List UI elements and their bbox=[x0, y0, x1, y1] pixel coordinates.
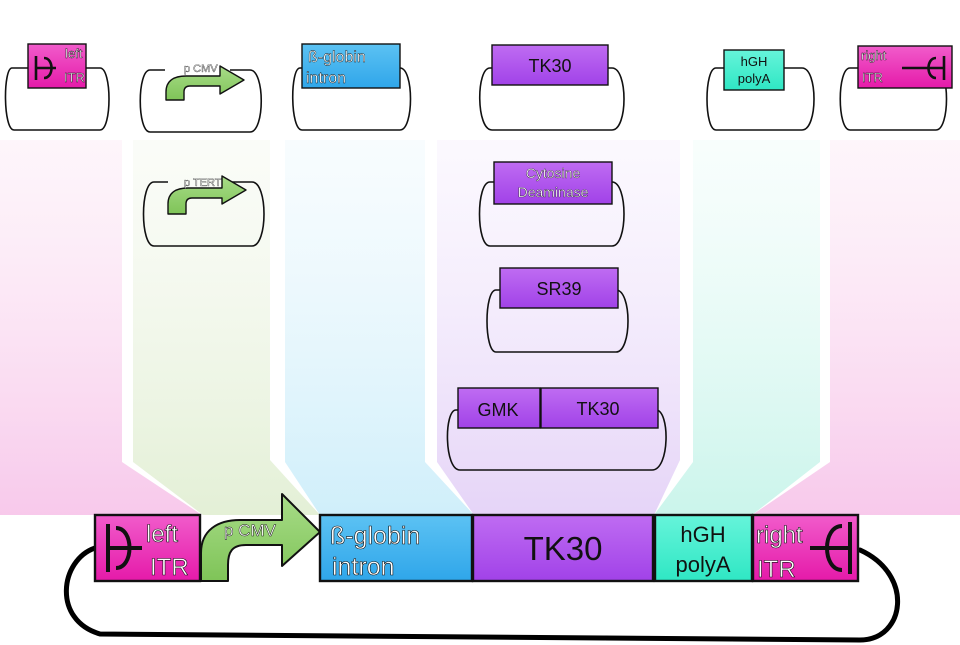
band-promoter bbox=[133, 140, 320, 515]
top-polya-label-2: polyA bbox=[738, 71, 771, 86]
background-bands bbox=[0, 140, 960, 515]
itr-hairpin-icon bbox=[902, 56, 946, 80]
construct-tk30-label: TK30 bbox=[524, 530, 603, 567]
top-tk30-label: TK30 bbox=[528, 56, 571, 76]
construct-backbone-loop bbox=[63, 545, 900, 643]
construct-polya-label-2: polyA bbox=[675, 552, 730, 577]
band-polya bbox=[654, 140, 820, 515]
construct-intron[interactable]: ß-globin intron bbox=[318, 513, 474, 583]
backbone-loop bbox=[478, 181, 625, 247]
backbone-loop bbox=[486, 289, 629, 353]
gmk-block bbox=[457, 387, 541, 429]
promoter-arrow-icon bbox=[167, 175, 247, 215]
alt-gmk-label: GMK bbox=[477, 400, 518, 420]
final-construct[interactable]: left ITR p CMV ß-globin intron TK30 hGH … bbox=[63, 493, 900, 643]
backbone-loop bbox=[706, 67, 815, 131]
alt-cytosine-deaminase-part[interactable]: Cytosine Deaminase bbox=[478, 161, 625, 247]
top-right-itr-label-2: ITR bbox=[862, 70, 883, 85]
alt-cd-label-1: Cytosine bbox=[526, 165, 581, 181]
itr-hairpin-icon bbox=[34, 56, 56, 80]
top-polya-block bbox=[723, 49, 785, 91]
construct-left-itr[interactable]: left ITR bbox=[93, 513, 202, 583]
construct-right-itr[interactable]: right ITR bbox=[751, 513, 860, 583]
left-itr-block bbox=[27, 43, 87, 89]
itr-hairpin-icon bbox=[810, 522, 852, 574]
construct-intron-label-2: intron bbox=[332, 553, 395, 581]
construct-left-itr-label-1: left bbox=[146, 521, 178, 548]
construct-left-itr-label-2: ITR bbox=[150, 554, 189, 581]
top-intron-block bbox=[301, 43, 401, 89]
band-left-itr bbox=[0, 140, 202, 515]
backbone-loop bbox=[4, 67, 110, 131]
alt-sr39-label: SR39 bbox=[536, 279, 581, 299]
top-right-itr-label-1: right bbox=[861, 48, 887, 63]
alt-gmk-tk30-part[interactable]: GMK TK30 bbox=[446, 387, 667, 471]
top-right-itr-part[interactable]: right ITR bbox=[839, 45, 953, 131]
top-intron-label-2: intron bbox=[306, 70, 346, 87]
construct-cmv-promoter[interactable]: p CMV bbox=[200, 493, 321, 582]
sr39-block bbox=[499, 267, 619, 309]
construct-right-itr-label-2: ITR bbox=[757, 556, 796, 583]
alt-tert-label: p TERT bbox=[184, 177, 222, 189]
alt-sr39-part[interactable]: SR39 bbox=[486, 267, 629, 353]
construct-right-itr-label-1: right bbox=[756, 522, 803, 549]
top-intron-part[interactable]: ß-globin intron bbox=[291, 43, 412, 131]
construct-polya-label-1: hGH bbox=[680, 522, 725, 547]
construct-polya-block bbox=[653, 513, 754, 583]
alt-tk30-block bbox=[540, 387, 659, 429]
band-right-itr bbox=[752, 140, 960, 515]
top-left-itr-label-1: left bbox=[65, 46, 83, 61]
alt-tk30-label: TK30 bbox=[576, 399, 619, 419]
top-polya-part[interactable]: hGH polyA bbox=[706, 49, 815, 131]
construct-polya[interactable]: hGH polyA bbox=[653, 513, 754, 583]
top-tk30-block bbox=[491, 44, 609, 86]
backbone-loop bbox=[478, 67, 625, 131]
itr-hairpin-icon bbox=[106, 524, 142, 572]
top-left-itr-label-2: ITR bbox=[64, 70, 85, 85]
alt-tert-promoter-part[interactable]: p TERT bbox=[142, 175, 265, 247]
backbone-loop bbox=[142, 181, 265, 247]
top-cmv-label: p CMV bbox=[184, 63, 218, 75]
backbone-loop bbox=[291, 67, 412, 131]
backbone-loop bbox=[446, 409, 667, 471]
top-intron-label-1: ß-globin bbox=[308, 49, 366, 66]
backbone-loop bbox=[139, 69, 263, 133]
promoter-arrow-icon bbox=[165, 65, 245, 101]
alt-cd-label-2: Deaminase bbox=[518, 184, 589, 200]
construct-tk30-block bbox=[471, 513, 655, 583]
cytosine-deaminase-block bbox=[493, 161, 613, 205]
construct-tk30[interactable]: TK30 bbox=[471, 513, 655, 583]
construct-cmv-label: p CMV bbox=[224, 521, 277, 540]
band-intron bbox=[285, 140, 474, 515]
top-polya-label-1: hGH bbox=[741, 54, 768, 69]
top-cmv-promoter-part[interactable]: p CMV bbox=[139, 63, 263, 133]
top-left-itr-part[interactable]: left ITR bbox=[4, 43, 110, 131]
construct-intron-block bbox=[318, 513, 474, 583]
top-tk30-part[interactable]: TK30 bbox=[478, 44, 625, 131]
construct-intron-label-1: ß-globin bbox=[330, 522, 420, 550]
